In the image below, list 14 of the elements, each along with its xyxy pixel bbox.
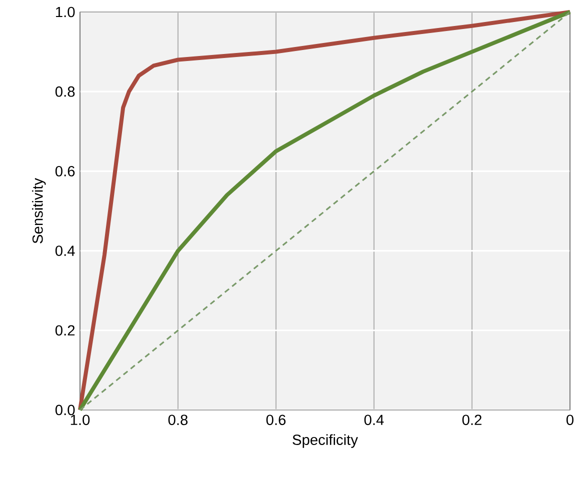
x-tick-label: 0.8: [168, 414, 188, 426]
x-axis-title: Specificity: [292, 434, 358, 448]
x-tick-label: 0.4: [364, 414, 384, 426]
x-tick-label: 1.0: [70, 414, 90, 426]
y-tick-label: 0.0: [55, 404, 75, 416]
x-tick-label: 0.2: [462, 414, 482, 426]
y-tick-label: 0.6: [55, 166, 75, 176]
y-axis-title: Sensitivity: [32, 178, 46, 244]
y-tick-label: 1.0: [56, 6, 75, 18]
x-tick-label: 0.6: [266, 414, 286, 426]
y-tick-label: 0.8: [55, 86, 75, 97]
x-tick-label: 0: [566, 414, 574, 426]
y-tick-label: 0.4: [55, 246, 75, 256]
y-tick-label: 0.2: [55, 325, 75, 336]
